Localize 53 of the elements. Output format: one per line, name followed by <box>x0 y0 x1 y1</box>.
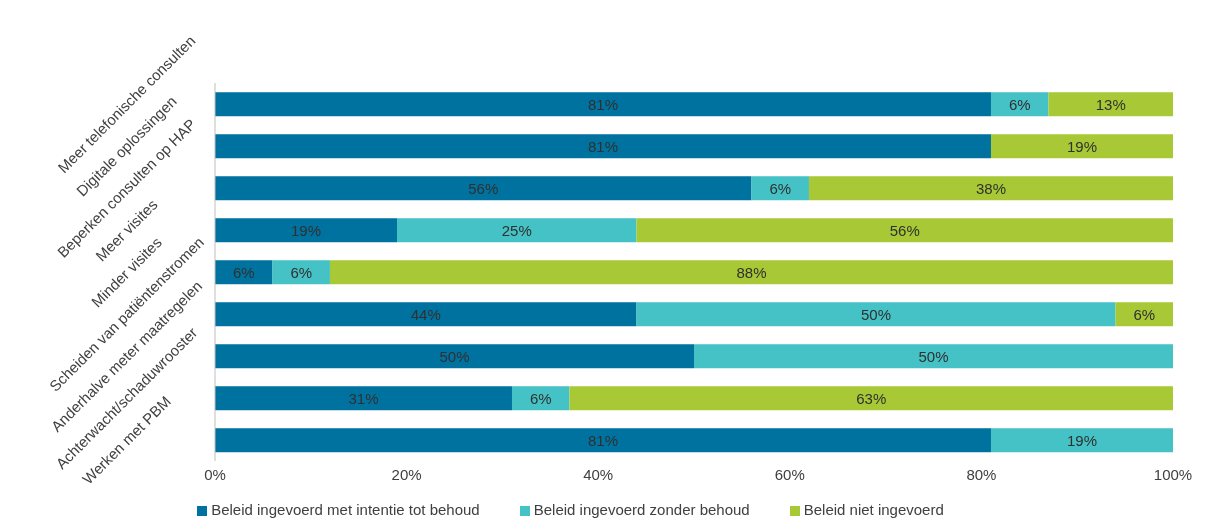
bar <box>215 176 752 201</box>
bar <box>751 176 809 201</box>
data-label: 19% <box>1066 137 1098 155</box>
data-label: 81% <box>587 431 619 449</box>
data-label: 56% <box>468 179 499 197</box>
x-tick-label: 40% <box>583 465 614 483</box>
data-label: 56% <box>889 221 920 239</box>
bar <box>636 218 1173 243</box>
bar <box>808 176 1173 201</box>
data-label: 13% <box>1095 95 1126 113</box>
data-label: 6% <box>1133 305 1156 323</box>
bar <box>215 92 991 117</box>
legend-label: Beleid ingevoerd met intentie tot behoud <box>211 501 480 518</box>
bar <box>569 386 1173 411</box>
data-label: 25% <box>501 221 532 239</box>
data-label: 38% <box>975 179 1006 197</box>
bar <box>397 218 637 243</box>
data-label: 6% <box>1008 95 1031 113</box>
data-label: 50% <box>918 347 949 365</box>
data-label: 6% <box>769 179 792 197</box>
data-label: 50% <box>861 305 892 323</box>
bar <box>272 260 330 285</box>
bar <box>694 344 1173 369</box>
bar <box>215 428 991 453</box>
data-label: 88% <box>736 263 767 281</box>
data-label: 6% <box>232 263 255 281</box>
x-tick-label: 80% <box>966 465 997 483</box>
bar <box>990 428 1173 453</box>
data-label: 6% <box>290 263 313 281</box>
data-label: 44% <box>410 305 441 323</box>
bar <box>990 134 1173 159</box>
data-label: 81% <box>587 137 619 155</box>
bar <box>215 302 637 327</box>
legend-label: Beleid niet ingevoerd <box>803 501 944 518</box>
bar <box>215 344 694 369</box>
bar <box>636 302 1116 327</box>
data-label: 19% <box>1066 431 1098 449</box>
bar <box>215 386 512 411</box>
legend-label: Beleid ingevoerd zonder behoud <box>533 501 750 518</box>
bar <box>215 218 398 243</box>
data-label: 19% <box>290 221 322 239</box>
bar <box>215 134 991 159</box>
data-label: 31% <box>348 389 379 407</box>
x-tick-label: 0% <box>204 465 226 483</box>
x-tick-label: 20% <box>391 465 422 483</box>
bar <box>1048 92 1173 117</box>
data-label: 6% <box>529 389 552 407</box>
x-tick-label: 60% <box>774 465 805 483</box>
bar <box>329 260 1173 285</box>
data-label: 81% <box>587 95 619 113</box>
data-label: 63% <box>856 389 887 407</box>
x-tick-label: 100% <box>1153 465 1193 483</box>
data-label: 50% <box>439 347 470 365</box>
